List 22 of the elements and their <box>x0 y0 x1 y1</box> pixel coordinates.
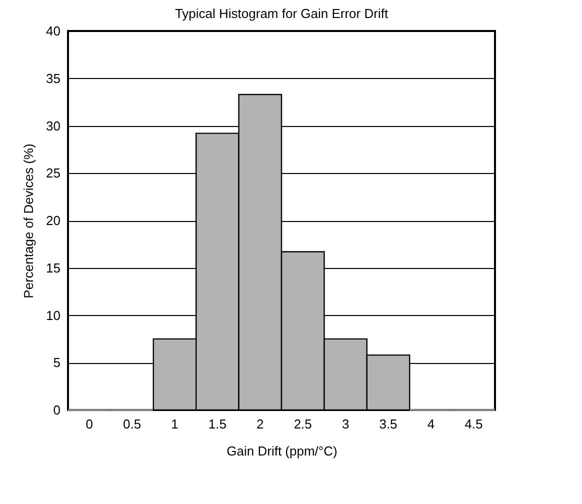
x-tick-label: 1.5 <box>208 416 226 432</box>
x-tick-label: 2 <box>256 416 264 432</box>
y-tick-label: 5 <box>53 355 60 370</box>
y-tick-label: 30 <box>46 118 60 134</box>
chart-title: Typical Histogram for Gain Error Drift <box>174 6 388 21</box>
x-tick-label: 3.5 <box>379 416 398 432</box>
x-tick-label: 4 <box>427 416 435 432</box>
x-tick-label: 4.5 <box>464 416 483 432</box>
x-tick-label: 0.5 <box>123 416 142 432</box>
y-tick-label: 35 <box>46 70 60 86</box>
y-tick-label: 40 <box>46 24 60 38</box>
y-tick-label: 10 <box>46 308 60 323</box>
y-tick-label: 15 <box>46 260 60 276</box>
x-axis-title: Gain Drift (ppm/°C) <box>226 444 338 458</box>
y-tick-label: 25 <box>46 166 60 181</box>
y-axis-title: Percentage of Devices (%) <box>21 144 36 298</box>
x-tick-label: 0 <box>86 416 93 432</box>
x-tick-label: 3 <box>342 416 350 432</box>
y-tick-label: 0 <box>53 402 60 418</box>
y-tick-label: 20 <box>46 213 60 228</box>
x-tick-label: 1 <box>171 416 178 432</box>
x-tick-label: 2.5 <box>294 416 312 432</box>
